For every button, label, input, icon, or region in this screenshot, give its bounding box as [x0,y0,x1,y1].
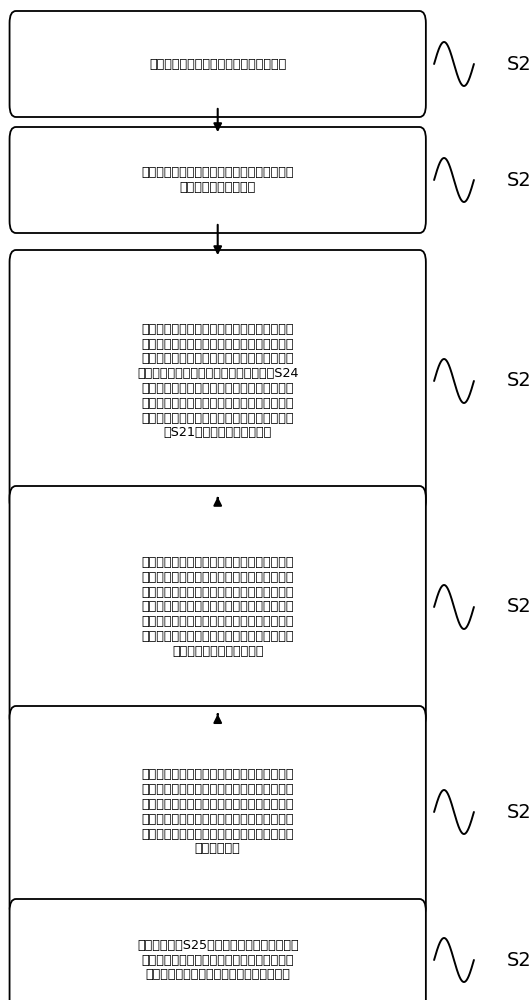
Text: 述当前声道基准特征曲线调整所述均衡滤波器: 述当前声道基准特征曲线调整所述均衡滤波器 [141,813,294,826]
Text: S22: S22 [507,170,531,190]
Text: 声计算当前声道总电平: 声计算当前声道总电平 [179,181,256,194]
Text: S23: S23 [507,371,531,390]
Text: S21: S21 [507,54,531,74]
Text: 所述当前特征曲线的各个频带的频带能量和所: 所述当前特征曲线的各个频带的频带能量和所 [141,798,294,811]
FancyBboxPatch shape [10,250,426,512]
Text: 准启动电平时，则输出扬声器故障，并进入步: 准启动电平时，则输出扬声器故障，并进入步 [141,412,294,424]
Text: S25: S25 [507,802,531,822]
Text: 进行抬升，当所述当前声道总电平达到所述自: 进行抬升，当所述当前声道总电平达到所述自 [141,352,294,365]
Text: ，并调整所述均衡滤波器，并输出校准结果: ，并调整所述均衡滤波器，并输出校准结果 [145,968,290,981]
FancyBboxPatch shape [10,127,426,233]
Text: 初始粉噪声，计算初始特征曲线的所有频带能: 初始粉噪声，计算初始特征曲线的所有频带能 [141,571,294,584]
Text: 当前特征曲线的各个频带的频带能量，并根据: 当前特征曲线的各个频带的频带能量，并根据 [141,783,294,796]
Text: 第二设定数值为步进对所述当前声道输出电平: 第二设定数值为步进对所述当前声道输出电平 [141,338,294,351]
FancyBboxPatch shape [10,706,426,918]
Text: S24: S24 [507,597,531,616]
Text: 的当前粉噪声: 的当前粉噪声 [195,842,241,856]
Text: 重复所述步骤S25设定次数后，根据所述当前: 重复所述步骤S25设定次数后，根据所述当前 [137,939,298,952]
Text: 根据所述收音设备接收到的当前粉噪声，计算: 根据所述收音设备接收到的当前粉噪声，计算 [141,768,294,782]
Text: 均值，并将所述目标特征曲线的各个频带的频: 均值，并将所述目标特征曲线的各个频带的频 [141,615,294,628]
Text: 骤S21进入下一声道校准过程: 骤S21进入下一声道校准过程 [164,426,272,439]
Text: 值，但所述当前声道总电平仍小于所述自动校: 值，但所述当前声道总电平仍小于所述自动校 [141,397,294,410]
Text: 根据收音设备接收到的扬声器播放的初始粉噪: 根据收音设备接收到的扬声器播放的初始粉噪 [141,166,294,179]
Text: S26: S26 [507,950,531,970]
Text: 根据所述采样率和所述收音设备接收到的所述: 根据所述采样率和所述收音设备接收到的所述 [141,556,294,569]
Text: ，所述均衡滤波器通过所述扬声器输出调整后: ，所述均衡滤波器通过所述扬声器输出调整后 [141,828,294,841]
Text: 特征曲线的各个频带的频带能量计算匹配音量: 特征曲线的各个频带的频带能量计算匹配音量 [141,954,294,966]
FancyBboxPatch shape [10,11,426,117]
Text: ，当所述当前声道输出电平已抬升第三设定数: ，当所述当前声道输出电平已抬升第三设定数 [141,382,294,395]
Text: 带能量偏移第二平均值与第一平均值的差值，: 带能量偏移第二平均值与第一平均值的差值， [141,630,294,643]
Text: 根据所述输入声道配置表，选取当前声道: 根据所述输入声道配置表，选取当前声道 [149,57,286,70]
FancyBboxPatch shape [10,899,426,1000]
FancyBboxPatch shape [10,486,426,728]
Text: 动校准启动电平时，停止抬升并进入步骤S24: 动校准启动电平时，停止抬升并进入步骤S24 [137,367,298,380]
Text: 得到当前声道基准特征曲线: 得到当前声道基准特征曲线 [172,645,263,658]
Text: 量的第一平均值，根据所述目标特征曲线，计: 量的第一平均值，根据所述目标特征曲线，计 [141,586,294,599]
Text: 算所述目标特征曲线的所有频带能量的第二平: 算所述目标特征曲线的所有频带能量的第二平 [141,600,294,613]
Text: 将当前声道输出电平衰减第一设定数值，并以: 将当前声道输出电平衰减第一设定数值，并以 [141,323,294,336]
